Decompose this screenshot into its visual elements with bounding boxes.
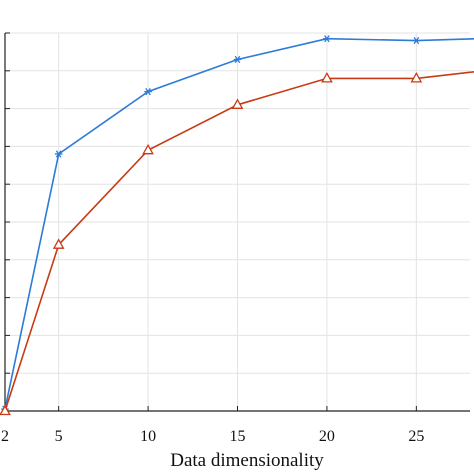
series-group: [0, 35, 474, 416]
series-2-point: [52, 238, 65, 249]
series-1-point: [144, 87, 152, 96]
x-tick-label: 15: [230, 428, 246, 445]
x-tick-labels: 2 5 10 15 20 25: [1, 428, 424, 445]
series-2-point: [142, 143, 154, 155]
series-2-point: [0, 404, 11, 416]
series-1-point: [233, 55, 242, 64]
grid-lines: [5, 32, 470, 411]
x-tick-label: 2: [1, 428, 9, 445]
series-2-point: [321, 72, 333, 83]
marker-stroke: [234, 55, 241, 64]
x-axis-label: Data dimensionality: [170, 450, 324, 471]
series-2: [0, 71, 474, 416]
series-1-point: [412, 36, 421, 45]
marker-stroke: [55, 150, 62, 158]
x-tick-label: 20: [319, 428, 335, 445]
marker-stroke: [324, 35, 330, 43]
x-tick-label: 10: [140, 428, 156, 445]
x-tick-label: 5: [55, 428, 63, 445]
series-2-line: [4, 71, 474, 412]
axes: [4, 32, 470, 412]
marker-stroke: [413, 36, 420, 45]
marker-stroke: [145, 87, 151, 96]
series-1-point: [323, 35, 331, 43]
series-2-point: [231, 98, 244, 109]
series-2-point: [410, 72, 423, 83]
series-1-line: [4, 37, 474, 410]
series-1-point: [54, 150, 63, 158]
x-tick-label: 25: [408, 428, 424, 445]
